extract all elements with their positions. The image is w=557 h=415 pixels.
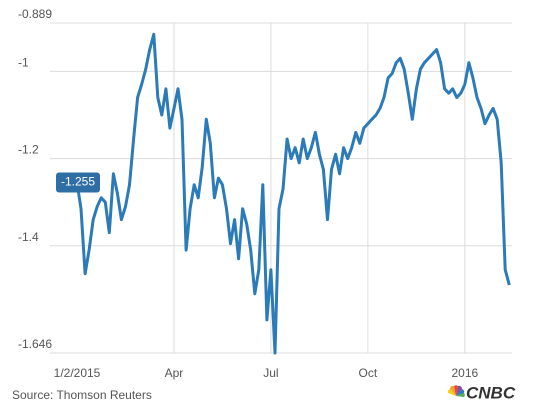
x-tick-label: Oct [359,366,378,380]
cnbc-logo: CNBC [447,383,516,402]
x-tick-label: Apr [165,366,184,380]
y-tick-label: -1.646 [18,337,52,351]
source-note: Source: Thomson Reuters [12,388,152,402]
annotation: -1.255 [56,172,100,193]
y-tick-label: -1 [18,56,29,70]
x-tick-label: 1/2/2015 [54,366,101,380]
annotation-label: -1.255 [61,175,95,189]
annotation-box [56,172,100,193]
x-tick-label: 2016 [451,366,478,380]
x-tick-label: Jul [263,366,278,380]
y-tick-label: -0.889 [18,7,52,21]
y-tick-label: -1.2 [18,143,39,157]
y-tick-label: -1.4 [18,230,39,244]
logo-text: CNBC [466,383,516,402]
data-line [75,32,511,355]
